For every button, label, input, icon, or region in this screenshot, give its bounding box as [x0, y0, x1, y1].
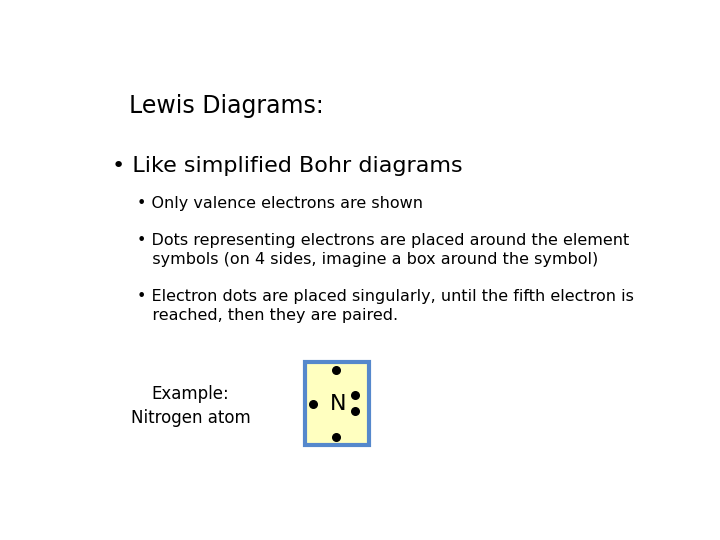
Text: Example:
Nitrogen atom: Example: Nitrogen atom [130, 385, 251, 427]
FancyBboxPatch shape [305, 362, 369, 446]
Text: • Only valence electrons are shown: • Only valence electrons are shown [138, 196, 423, 211]
Text: Lewis Diagrams:: Lewis Diagrams: [129, 94, 324, 118]
Text: • Like simplified Bohr diagrams: • Like simplified Bohr diagrams [112, 156, 463, 176]
Point [349, 391, 361, 400]
Point [330, 366, 341, 375]
Point [349, 407, 361, 415]
Text: • Electron dots are placed singularly, until the fifth electron is
   reached, t: • Electron dots are placed singularly, u… [138, 289, 634, 323]
Point [330, 433, 341, 441]
Point [307, 400, 319, 408]
Text: • Dots representing electrons are placed around the element
   symbols (on 4 sid: • Dots representing electrons are placed… [138, 233, 630, 267]
Text: N: N [330, 394, 346, 414]
